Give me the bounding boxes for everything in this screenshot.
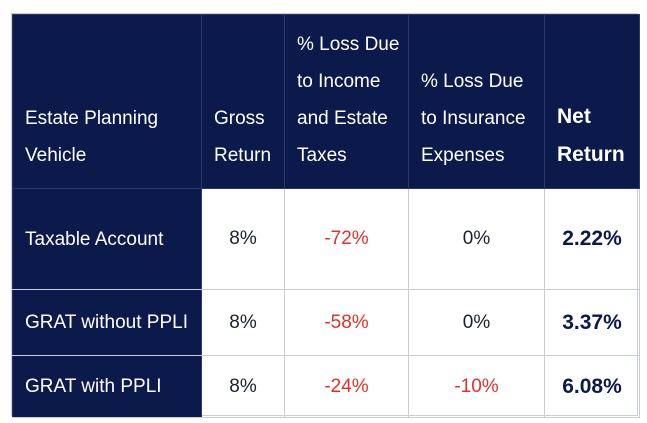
header-row: Estate Planning Vehicle Gross Return % L… (12, 14, 640, 189)
header-loss-income-estate-taxes: % Loss Due to Income and Estate Taxes (284, 14, 409, 189)
row-vehicle-label: GRAT with PPLI (12, 355, 202, 418)
gross-return-cell: 8% (201, 289, 285, 356)
table-row: Taxable Account 8% -72% 0% 2.22% (12, 188, 640, 290)
comparison-table-container: Estate Planning Vehicle Gross Return % L… (11, 13, 640, 418)
estate-planning-comparison-table: Estate Planning Vehicle Gross Return % L… (12, 14, 640, 418)
net-return-cell: 3.37% (544, 289, 640, 356)
header-gross-return: Gross Return (201, 14, 285, 189)
header-net-return: Net Return (544, 14, 640, 189)
row-vehicle-label: Taxable Account (12, 188, 202, 290)
gross-return-cell: 8% (201, 188, 285, 290)
loss-insurance-cell: 0% (408, 289, 545, 356)
loss-insurance-cell: 0% (408, 188, 545, 290)
loss-taxes-cell: -58% (284, 289, 409, 356)
gross-return-cell: 8% (201, 355, 285, 418)
net-return-cell: 2.22% (544, 188, 640, 290)
table-row: GRAT without PPLI 8% -58% 0% 3.37% (12, 289, 640, 356)
header-loss-insurance-expenses: % Loss Due to Insurance Expenses (408, 14, 545, 189)
row-vehicle-label: GRAT without PPLI (12, 289, 202, 356)
table-row: GRAT with PPLI 8% -24% -10% 6.08% (12, 355, 640, 418)
loss-taxes-cell: -72% (284, 188, 409, 290)
header-estate-planning-vehicle: Estate Planning Vehicle (12, 14, 202, 189)
net-return-cell: 6.08% (544, 355, 640, 418)
loss-insurance-cell: -10% (408, 355, 545, 418)
loss-taxes-cell: -24% (284, 355, 409, 418)
